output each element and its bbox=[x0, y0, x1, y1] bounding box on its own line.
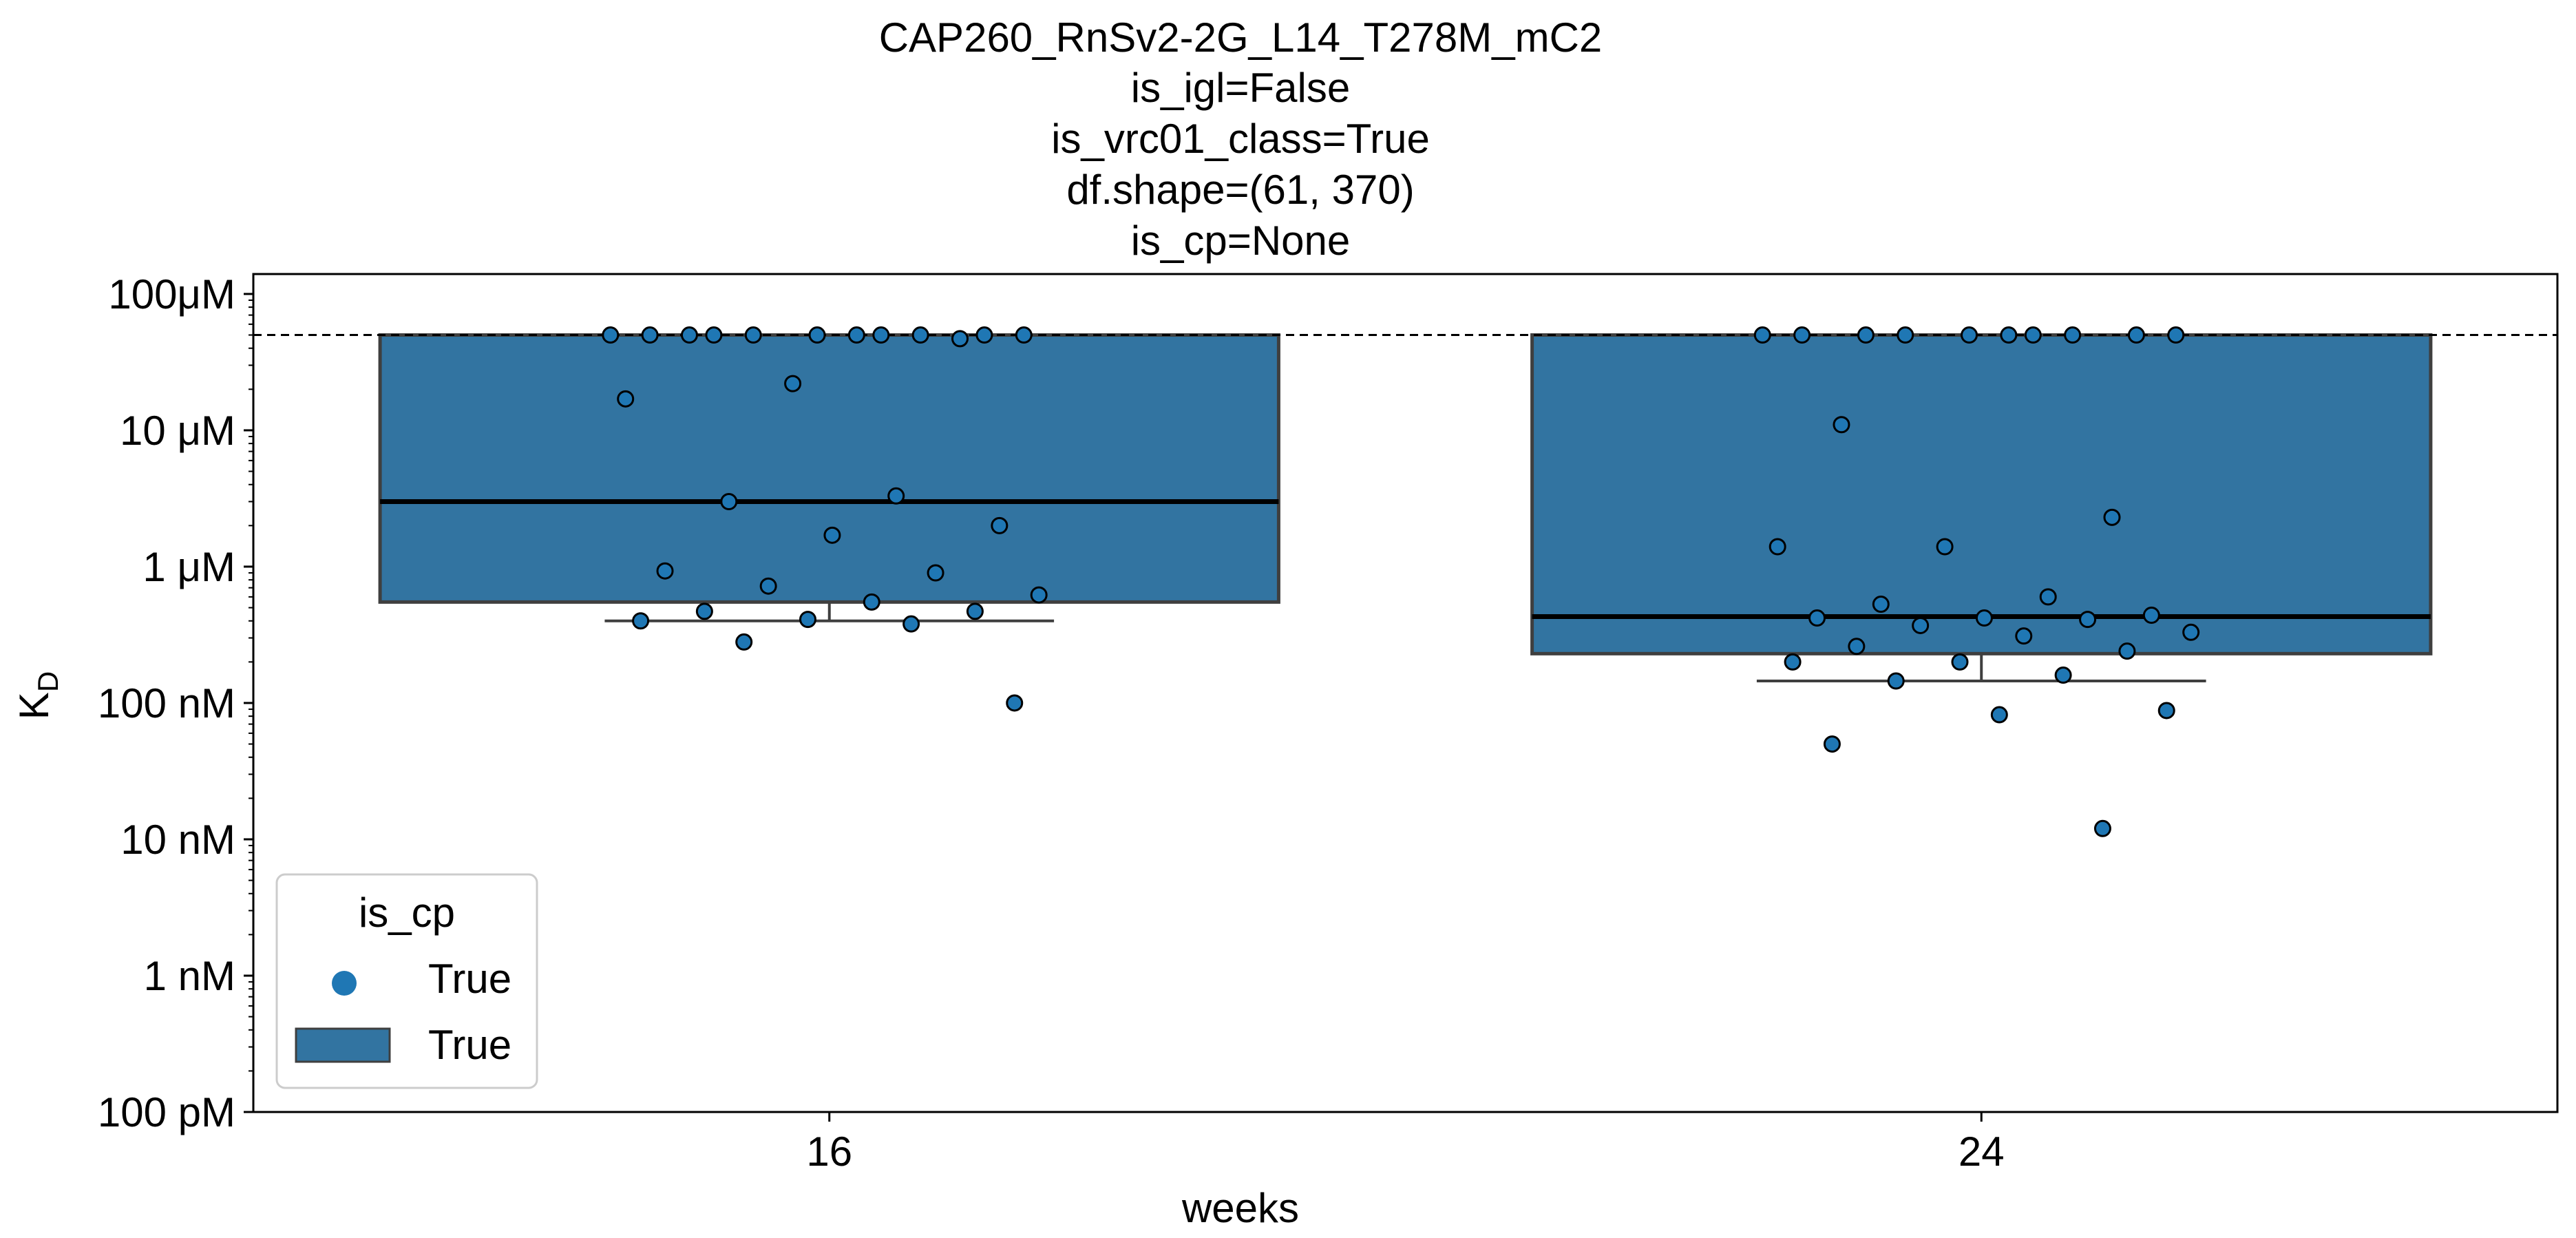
axes-frame bbox=[252, 273, 2559, 1113]
data-point-week-16-3 bbox=[975, 326, 993, 344]
title-line-5: is_cp=None bbox=[1131, 218, 1351, 264]
data-point-week-24-18 bbox=[1808, 609, 1826, 627]
data-point-week-24-1 bbox=[2024, 326, 2042, 344]
data-point-week-24-6 bbox=[2064, 326, 2082, 344]
y-tick-label-2: 1 μM bbox=[142, 544, 235, 590]
data-point-week-24-10 bbox=[1833, 416, 1850, 434]
data-point-week-16-20 bbox=[759, 577, 777, 595]
data-point-week-16-26 bbox=[632, 612, 650, 630]
y-tick-label-0: 100μM bbox=[108, 271, 235, 317]
y-axis-label-main: K bbox=[11, 692, 57, 720]
data-point-week-16-28 bbox=[735, 633, 753, 651]
title-line-2: is_igl=False bbox=[1131, 65, 1351, 111]
data-point-week-16-1 bbox=[872, 326, 890, 344]
data-point-week-24-26 bbox=[1784, 653, 1802, 671]
x-axis-label: weeks bbox=[1181, 1185, 1299, 1231]
data-point-week-24-20 bbox=[1912, 616, 1930, 634]
data-point-week-24-21 bbox=[2182, 623, 2200, 641]
data-point-week-24-27 bbox=[2054, 667, 2072, 684]
data-point-week-24-4 bbox=[1961, 326, 1978, 344]
data-point-week-16-18 bbox=[656, 562, 674, 580]
data-point-week-24-14 bbox=[2039, 588, 2057, 606]
data-point-week-24-16 bbox=[2142, 607, 2160, 625]
data-point-week-24-13 bbox=[1769, 538, 1786, 556]
box-week-24 bbox=[1530, 333, 2433, 655]
data-point-week-16-23 bbox=[695, 602, 713, 620]
data-point-week-16-9 bbox=[847, 326, 865, 344]
plot-area: 100μM 10 μM 1 μM 100 nM 10 nM 1 nM 100 pM 16 24 bbox=[98, 271, 2559, 1175]
data-point-week-24-25 bbox=[1951, 653, 1969, 671]
data-point-week-16-29 bbox=[1006, 694, 1024, 712]
data-point-week-24-29 bbox=[2157, 702, 2175, 720]
data-point-week-16-22 bbox=[863, 593, 880, 611]
data-point-week-24-17 bbox=[1975, 609, 1993, 627]
legend: is_cp True True bbox=[275, 873, 538, 1089]
legend-title: is_cp bbox=[359, 890, 455, 936]
y-tick-label-6: 100 pM bbox=[98, 1089, 235, 1135]
data-point-week-24-11 bbox=[2103, 508, 2121, 526]
data-point-week-16-7 bbox=[744, 326, 762, 344]
legend-box-marker bbox=[295, 1027, 391, 1063]
data-point-week-24-9 bbox=[2000, 326, 2018, 344]
data-point-week-16-14 bbox=[887, 487, 905, 505]
data-point-week-16-12 bbox=[784, 375, 802, 392]
y-axis-label-subscript: D bbox=[32, 671, 64, 692]
data-point-week-24-2 bbox=[1857, 326, 1875, 344]
x-tick-label-24: 24 bbox=[1959, 1129, 2005, 1175]
data-point-week-24-3 bbox=[2127, 326, 2145, 344]
data-point-week-24-32 bbox=[2093, 819, 2111, 837]
data-point-week-24-15 bbox=[1872, 596, 1890, 613]
y-tick-label-1: 10 μM bbox=[120, 408, 235, 454]
data-point-week-16-0 bbox=[602, 326, 620, 344]
data-point-week-24-23 bbox=[1848, 638, 1866, 655]
data-point-week-16-10 bbox=[680, 326, 698, 344]
data-point-week-24-7 bbox=[1897, 326, 1914, 344]
data-point-week-16-19 bbox=[927, 564, 944, 582]
data-point-week-24-24 bbox=[2118, 642, 2136, 660]
data-point-week-24-31 bbox=[1823, 735, 1841, 753]
y-tick-label-3: 100 nM bbox=[98, 680, 235, 726]
legend-label-points: True bbox=[428, 956, 511, 1002]
legend-point-marker bbox=[332, 971, 357, 996]
x-tick-label-16: 16 bbox=[806, 1129, 852, 1175]
legend-label-box: True bbox=[428, 1022, 511, 1068]
data-point-week-16-8 bbox=[1015, 326, 1033, 344]
data-point-week-16-24 bbox=[966, 602, 984, 620]
data-point-week-24-19 bbox=[2079, 611, 2097, 629]
title-line-4: df.shape=(61, 370) bbox=[1066, 167, 1414, 213]
data-point-week-24-12 bbox=[1936, 538, 1954, 556]
data-point-week-16-6 bbox=[911, 326, 929, 344]
data-point-week-16-15 bbox=[720, 492, 738, 510]
data-point-week-16-4 bbox=[808, 326, 826, 344]
data-point-week-24-5 bbox=[1793, 326, 1811, 344]
y-tick-label-5: 1 nM bbox=[144, 953, 235, 999]
data-point-week-24-28 bbox=[1887, 672, 1905, 690]
data-point-week-16-21 bbox=[1030, 586, 1048, 604]
data-point-week-16-27 bbox=[902, 615, 920, 633]
data-point-week-24-8 bbox=[2167, 326, 2185, 344]
data-point-week-16-17 bbox=[823, 526, 841, 544]
data-point-week-16-11 bbox=[951, 330, 969, 348]
title-line-3: is_vrc01_class=True bbox=[1051, 116, 1430, 162]
chart-title: CAP260_RnSv2-2G_L14_T278M_mC2 is_igl=Fal… bbox=[879, 14, 1603, 264]
data-point-week-16-25 bbox=[799, 611, 816, 629]
data-point-week-24-0 bbox=[1753, 326, 1771, 344]
data-point-week-16-13 bbox=[617, 390, 635, 408]
data-point-week-16-16 bbox=[991, 516, 1009, 534]
data-point-week-24-22 bbox=[2015, 627, 2033, 645]
svg-text:KD: KD bbox=[11, 671, 64, 720]
y-axis-label: KD bbox=[11, 671, 64, 720]
data-point-week-16-5 bbox=[641, 326, 659, 344]
data-point-week-16-2 bbox=[705, 326, 723, 344]
title-line-1: CAP260_RnSv2-2G_L14_T278M_mC2 bbox=[879, 14, 1603, 61]
box-week-16 bbox=[378, 333, 1280, 604]
y-tick-label-4: 10 nM bbox=[120, 817, 235, 863]
data-point-week-24-30 bbox=[1990, 706, 2008, 724]
